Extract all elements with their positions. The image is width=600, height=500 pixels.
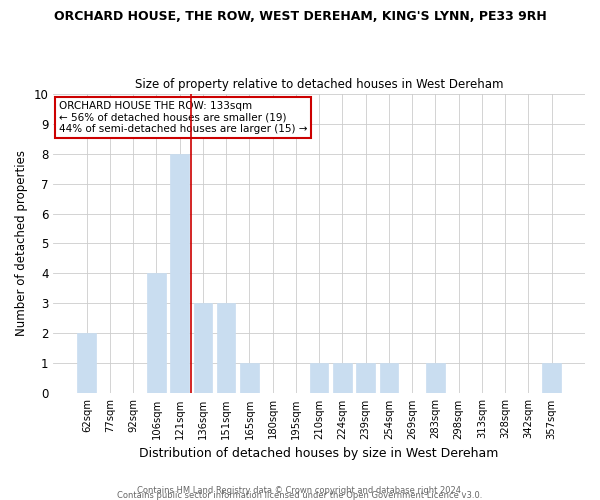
Bar: [380, 364, 398, 394]
Bar: [356, 364, 375, 394]
Title: Size of property relative to detached houses in West Dereham: Size of property relative to detached ho…: [135, 78, 503, 91]
Bar: [240, 364, 259, 394]
Text: ORCHARD HOUSE, THE ROW, WEST DEREHAM, KING'S LYNN, PE33 9RH: ORCHARD HOUSE, THE ROW, WEST DEREHAM, KI…: [53, 10, 547, 23]
X-axis label: Distribution of detached houses by size in West Dereham: Distribution of detached houses by size …: [139, 447, 499, 460]
Bar: [170, 154, 189, 394]
Bar: [217, 304, 235, 394]
Text: ORCHARD HOUSE THE ROW: 133sqm
← 56% of detached houses are smaller (19)
44% of s: ORCHARD HOUSE THE ROW: 133sqm ← 56% of d…: [59, 101, 307, 134]
Y-axis label: Number of detached properties: Number of detached properties: [15, 150, 28, 336]
Bar: [310, 364, 328, 394]
Bar: [542, 364, 561, 394]
Text: Contains public sector information licensed under the Open Government Licence v3: Contains public sector information licen…: [118, 491, 482, 500]
Bar: [147, 274, 166, 394]
Bar: [77, 334, 96, 394]
Bar: [194, 304, 212, 394]
Bar: [333, 364, 352, 394]
Text: Contains HM Land Registry data © Crown copyright and database right 2024.: Contains HM Land Registry data © Crown c…: [137, 486, 463, 495]
Bar: [426, 364, 445, 394]
